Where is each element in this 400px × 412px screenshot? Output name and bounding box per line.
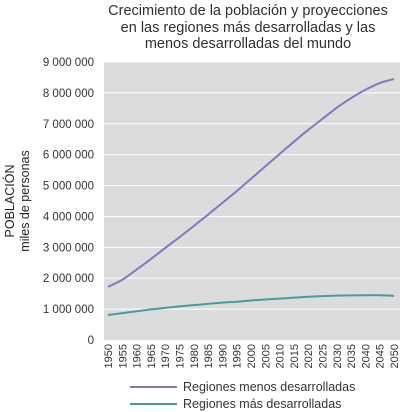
x-axis-ticks: 1950 1955 1960 1965 1970 1975 1980 1985 1990 1995…	[103, 344, 400, 368]
y-tick-label: 4 000 000	[43, 211, 94, 223]
y-tick-label: 6 000 000	[43, 150, 94, 162]
x-tick-label: 1995	[232, 344, 244, 368]
x-tick-label: 1975	[175, 344, 187, 368]
legend-swatch-menos	[130, 385, 177, 388]
x-tick-label: 2040	[360, 344, 372, 368]
y-axis-title-line-2: miles de personas	[18, 150, 32, 251]
x-tick-label: 2045	[375, 344, 387, 368]
series-line-menos-desarrolladas	[107, 78, 395, 288]
x-tick-label: 2005	[260, 344, 272, 368]
legend-label-menos: Regiones menos desarrolladas	[183, 379, 356, 394]
x-tick-label: 2015	[289, 344, 301, 368]
x-tick-label: 1970	[160, 344, 172, 368]
chart-title-line: menos desarrolladas del mundo	[144, 36, 352, 52]
y-tick-label: 9 000 000	[43, 57, 94, 69]
x-tick-label: 2025	[318, 344, 330, 368]
y-tick-label: 1 000 000	[43, 304, 94, 316]
series-line-mas-desarrolladas	[107, 294, 395, 316]
y-axis-title-line-1: POBLACIÓN	[2, 165, 17, 238]
x-tick-label: 2010	[275, 344, 287, 368]
legend-swatch-mas	[130, 402, 177, 405]
y-tick-label: 3 000 000	[43, 242, 94, 254]
legend-item-mas: Regiones más desarrolladas	[130, 395, 355, 412]
series-lines	[107, 78, 395, 316]
x-tick-label: 1960	[132, 344, 144, 368]
legend-label-mas: Regiones más desarrolladas	[183, 396, 342, 411]
plot-area	[104, 62, 400, 340]
x-tick-label: 1980	[189, 344, 201, 368]
legend-item-menos: Regiones menos desarrolladas	[130, 378, 355, 395]
x-tick-label: 1950	[103, 344, 115, 368]
x-tick-label: 1965	[146, 344, 158, 368]
y-axis-ticks: 0 1 000 000 2 000 000 3 000 000 4 000 000 5 0…	[43, 57, 94, 347]
x-tick-label: 1985	[203, 344, 215, 368]
x-tick-label: 2035	[346, 344, 358, 368]
chart-title-line: Crecimiento de la población y proyeccion…	[108, 3, 388, 19]
chart-title: Crecimiento de la población y proyeccion…	[96, 3, 400, 53]
y-tick-label: 5 000 000	[43, 181, 94, 193]
x-tick-label: 1955	[117, 344, 129, 368]
legend: Regiones menos desarrolladas Regiones má…	[130, 378, 355, 412]
y-tick-label: 2 000 000	[43, 273, 94, 285]
x-tick-label: 1990	[217, 344, 229, 368]
y-tick-label: 7 000 000	[43, 119, 94, 131]
x-tick-label: 2000	[246, 344, 258, 368]
y-tick-label: 8 000 000	[43, 88, 94, 100]
x-tick-label: 2050	[389, 344, 400, 368]
chart-title-line: en las regiones más desarrolladas y las	[120, 19, 376, 36]
x-tick-label: 2030	[332, 344, 344, 368]
x-tick-label: 2020	[303, 344, 315, 368]
y-tick-label: 0	[88, 335, 94, 347]
